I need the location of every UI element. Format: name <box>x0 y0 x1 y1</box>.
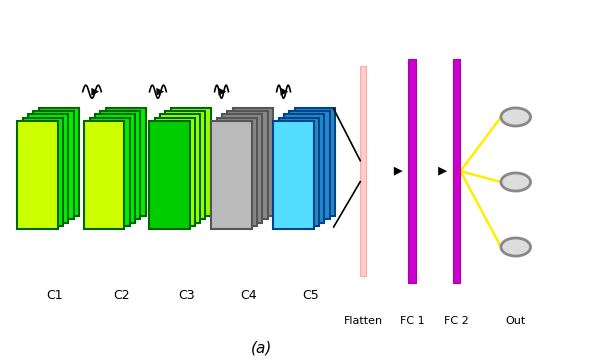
Bar <box>95 114 135 223</box>
Bar <box>360 66 366 276</box>
Bar <box>289 111 330 219</box>
Text: C4: C4 <box>240 289 257 302</box>
Bar <box>90 118 130 226</box>
Text: C3: C3 <box>178 289 195 302</box>
Text: C5: C5 <box>302 289 319 302</box>
Text: FC 1: FC 1 <box>400 316 425 326</box>
Text: FC 2: FC 2 <box>444 316 469 326</box>
Text: Out: Out <box>505 316 526 326</box>
Bar <box>28 114 68 223</box>
Bar <box>100 111 140 219</box>
Bar <box>170 108 211 216</box>
Bar <box>273 121 314 229</box>
Circle shape <box>501 108 530 126</box>
Bar <box>17 121 58 229</box>
Bar <box>160 114 200 223</box>
Bar <box>33 111 74 219</box>
Text: C1: C1 <box>46 289 63 302</box>
Bar <box>228 111 267 219</box>
Bar <box>284 114 324 223</box>
Circle shape <box>501 238 530 256</box>
Bar <box>409 59 416 283</box>
Bar <box>149 121 189 229</box>
Text: Flatten: Flatten <box>344 316 383 326</box>
Circle shape <box>501 173 530 191</box>
Text: (a): (a) <box>251 341 272 356</box>
Bar <box>154 118 195 226</box>
Bar <box>222 114 262 223</box>
Bar <box>106 108 146 216</box>
Bar <box>84 121 125 229</box>
Bar <box>453 59 460 283</box>
Bar <box>23 118 63 226</box>
Bar <box>211 121 252 229</box>
Text: C2: C2 <box>113 289 129 302</box>
Bar <box>295 108 335 216</box>
Bar <box>279 118 319 226</box>
Bar <box>233 108 273 216</box>
Bar <box>39 108 79 216</box>
Bar <box>217 118 257 226</box>
Bar <box>165 111 206 219</box>
